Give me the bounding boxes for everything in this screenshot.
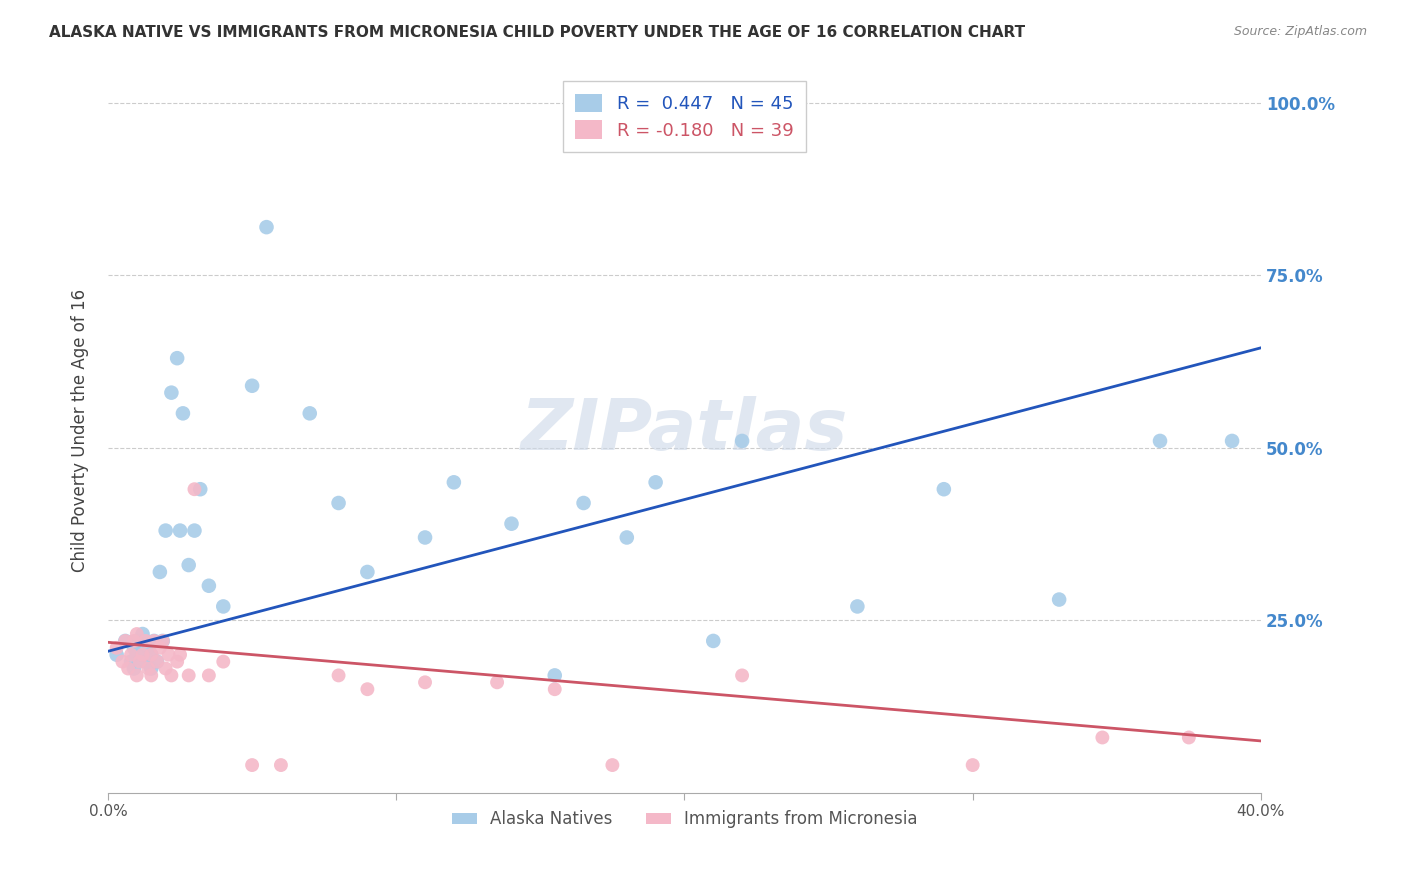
Point	[160, 668, 183, 682]
Legend: Alaska Natives, Immigrants from Micronesia: Alaska Natives, Immigrants from Micrones…	[444, 804, 924, 835]
Point	[141, 648, 163, 662]
Point	[141, 661, 163, 675]
Point	[1047, 592, 1070, 607]
Point	[143, 634, 166, 648]
Point	[616, 531, 638, 545]
Point	[128, 655, 150, 669]
Point	[486, 675, 509, 690]
Point	[114, 634, 136, 648]
Point	[105, 648, 128, 662]
Point	[413, 531, 436, 545]
Y-axis label: Child Poverty Under the Age of 16: Child Poverty Under the Age of 16	[72, 289, 89, 572]
Point	[356, 565, 378, 579]
Point	[177, 668, 200, 682]
Point	[198, 579, 221, 593]
Point	[932, 482, 955, 496]
Point	[298, 406, 321, 420]
Point	[256, 220, 278, 235]
Point	[131, 627, 153, 641]
Point	[1178, 731, 1201, 745]
Point	[1220, 434, 1243, 448]
Point	[122, 661, 145, 675]
Point	[572, 496, 595, 510]
Point	[1149, 434, 1171, 448]
Point	[141, 668, 163, 682]
Point	[602, 758, 624, 772]
Point	[544, 668, 567, 682]
Point	[544, 682, 567, 697]
Point	[1091, 731, 1114, 745]
Point	[149, 640, 172, 655]
Point	[198, 668, 221, 682]
Text: ZIPatlas: ZIPatlas	[520, 396, 848, 465]
Point	[122, 634, 145, 648]
Point	[270, 758, 292, 772]
Point	[240, 758, 263, 772]
Point	[501, 516, 523, 531]
Point	[356, 682, 378, 697]
Point	[169, 648, 191, 662]
Point	[169, 524, 191, 538]
Point	[125, 627, 148, 641]
Point	[188, 482, 211, 496]
Point	[146, 655, 169, 669]
Point	[962, 758, 984, 772]
Point	[152, 634, 174, 648]
Point	[212, 655, 235, 669]
Point	[413, 675, 436, 690]
Point	[328, 668, 350, 682]
Point	[212, 599, 235, 614]
Point	[143, 634, 166, 648]
Point	[146, 655, 169, 669]
Point	[114, 634, 136, 648]
Point	[120, 648, 142, 662]
Point	[443, 475, 465, 490]
Point	[183, 482, 205, 496]
Point	[117, 661, 139, 675]
Point	[125, 634, 148, 648]
Point	[160, 385, 183, 400]
Point	[166, 351, 188, 366]
Point	[134, 655, 156, 669]
Point	[328, 496, 350, 510]
Point	[702, 634, 724, 648]
Point	[141, 648, 163, 662]
Point	[155, 661, 177, 675]
Point	[166, 655, 188, 669]
Point	[731, 434, 754, 448]
Point	[240, 378, 263, 392]
Point	[149, 565, 172, 579]
Point	[120, 655, 142, 669]
Point	[131, 648, 153, 662]
Point	[172, 406, 194, 420]
Text: Source: ZipAtlas.com: Source: ZipAtlas.com	[1233, 25, 1367, 38]
Point	[177, 558, 200, 572]
Point	[644, 475, 666, 490]
Point	[134, 634, 156, 648]
Point	[125, 668, 148, 682]
Point	[111, 655, 134, 669]
Point	[731, 668, 754, 682]
Point	[125, 648, 148, 662]
Point	[138, 640, 160, 655]
Text: ALASKA NATIVE VS IMMIGRANTS FROM MICRONESIA CHILD POVERTY UNDER THE AGE OF 16 CO: ALASKA NATIVE VS IMMIGRANTS FROM MICRONE…	[49, 25, 1025, 40]
Point	[157, 648, 180, 662]
Point	[846, 599, 869, 614]
Point	[183, 524, 205, 538]
Point	[155, 524, 177, 538]
Point	[152, 634, 174, 648]
Point	[122, 640, 145, 655]
Point	[105, 640, 128, 655]
Point	[138, 661, 160, 675]
